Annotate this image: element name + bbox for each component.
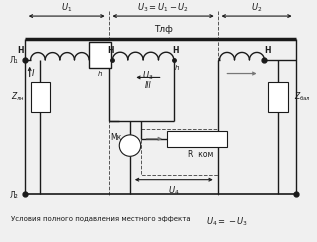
Text: h: h — [175, 65, 179, 71]
Text: Тлф: Тлф — [154, 25, 172, 34]
Text: Н: Н — [264, 46, 270, 55]
Text: Н: Н — [107, 46, 114, 55]
Text: $Z_\mathrm{лн}$: $Z_\mathrm{лн}$ — [11, 91, 25, 103]
Text: Н: Н — [18, 46, 24, 55]
Bar — [141, 129, 218, 175]
Text: h: h — [98, 71, 102, 77]
Text: $U_4$: $U_4$ — [168, 185, 179, 197]
Text: Н: Н — [172, 46, 179, 55]
Text: $U_3$: $U_3$ — [142, 70, 154, 82]
Text: Л₁: Л₁ — [10, 56, 18, 65]
Text: Л₂: Л₂ — [9, 191, 18, 200]
Bar — [268, 82, 288, 112]
Text: $U_4 = -U_3$: $U_4 = -U_3$ — [206, 216, 248, 228]
Text: I: I — [32, 69, 34, 78]
Text: $U_1$: $U_1$ — [61, 2, 72, 14]
Text: $Z_\mathrm{бал}$: $Z_\mathrm{бал}$ — [294, 91, 311, 103]
Bar — [89, 42, 111, 68]
Text: $U_2$: $U_2$ — [251, 2, 262, 14]
Text: III: III — [145, 81, 152, 90]
Text: R  ком: R ком — [188, 151, 214, 159]
Text: $U_3=U_1-U_2$: $U_3=U_1-U_2$ — [137, 2, 189, 14]
Bar — [167, 131, 227, 147]
Text: Мк: Мк — [111, 133, 122, 142]
Text: Условия полного подавления местного эффекта: Условия полного подавления местного эффе… — [11, 216, 191, 222]
Bar — [31, 82, 50, 112]
Circle shape — [119, 135, 141, 156]
